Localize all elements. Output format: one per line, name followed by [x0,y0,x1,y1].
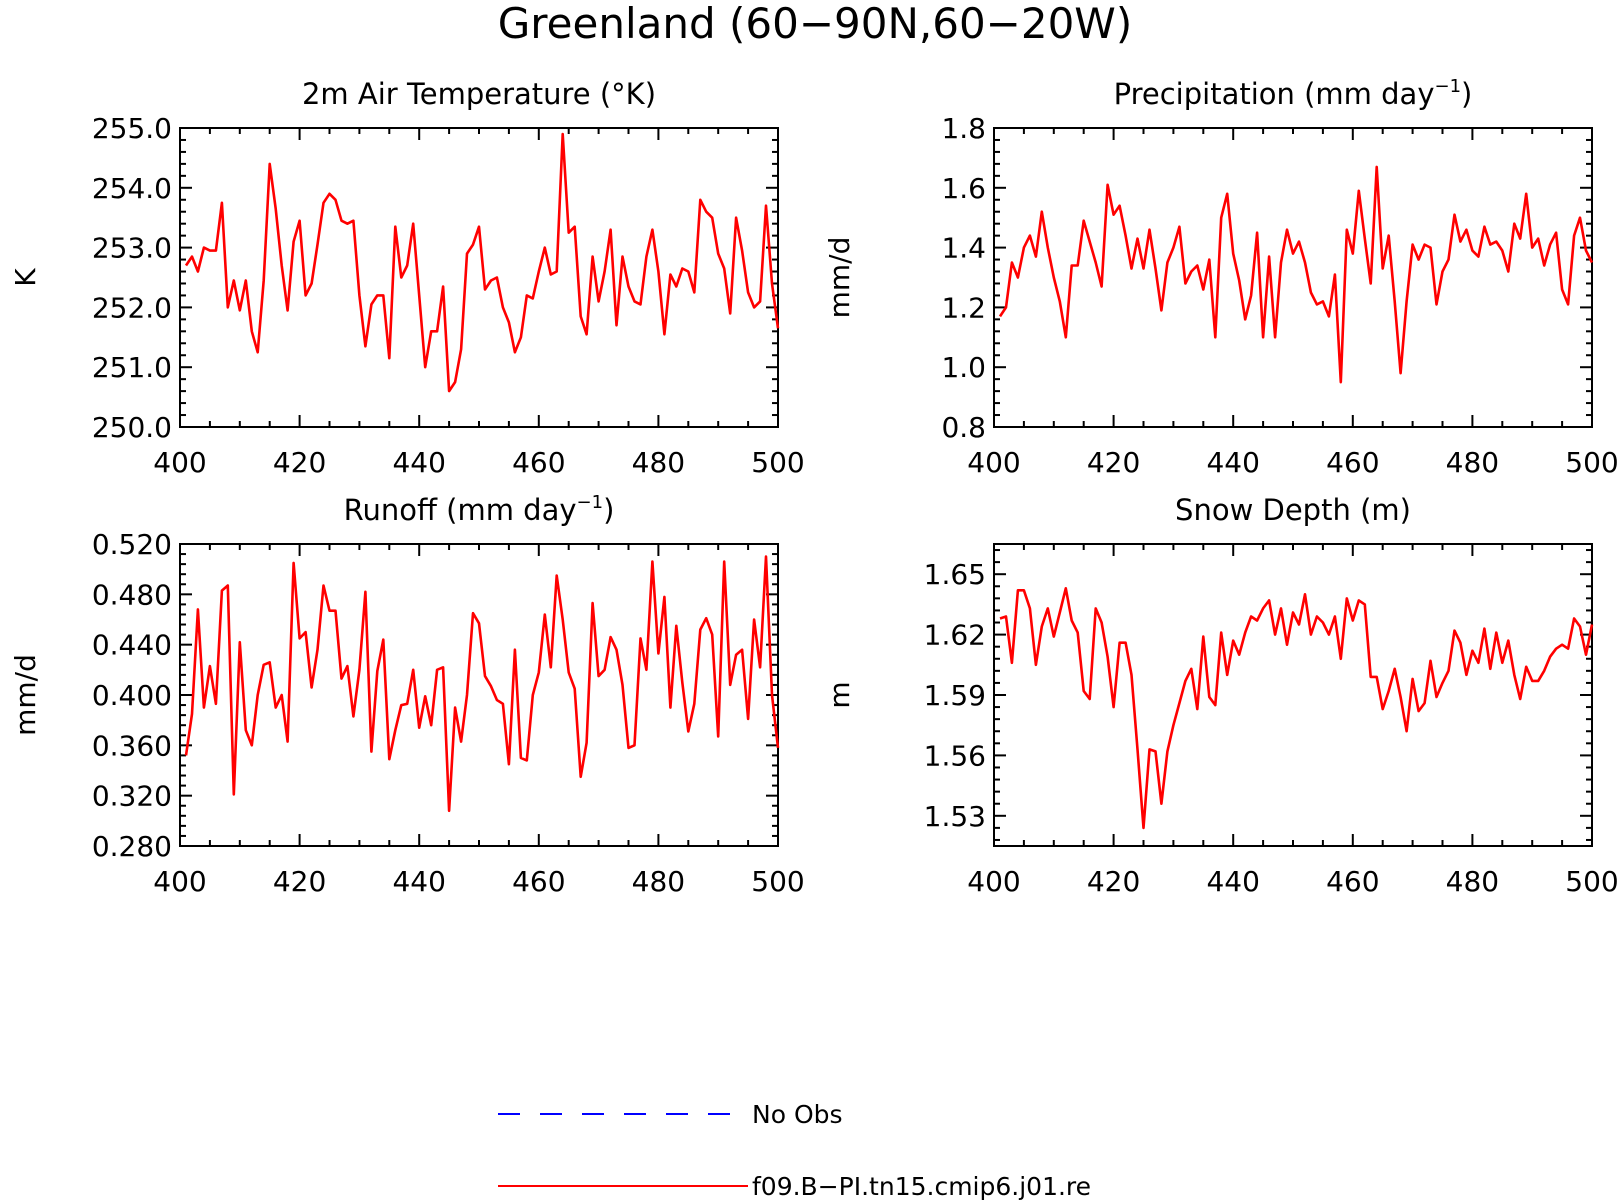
chart-panel-0: 400 420 440 460 480 500 250.0 251.0 252.0 253.0 25… [9,77,805,479]
legend-no-obs-label: No Obs [752,1100,843,1129]
series-line [999,586,1594,830]
x-tick-label: 460 [512,446,565,479]
y-tick-label: 1.62 [924,619,986,652]
x-tick-label: 480 [632,865,685,898]
y-tick-label: 252.0 [92,291,172,324]
y-tick-label: 254.0 [92,172,172,205]
panel-title-suffix: ) [1461,77,1472,111]
y-tick-label: 1.2 [941,291,986,324]
legend: No Obs f09.B−PI.tn15.cmip6.j01.re [498,1100,1091,1201]
y-axis-label: mm/d [9,654,42,736]
x-tick-label: 420 [1087,865,1140,898]
x-tick-label: 500 [1565,446,1618,479]
panel-title-suffix: ) [603,493,614,527]
x-tick-label: 420 [273,446,326,479]
x-tick-label: 420 [273,865,326,898]
x-tick-label: 460 [512,865,565,898]
x-tick-label: 480 [632,446,685,479]
panel-title-text: 2m Air Temperature (°K) [302,77,656,111]
x-tick-label: 460 [1326,446,1379,479]
x-tick-label: 400 [153,446,206,479]
y-axis-label: m [823,681,856,708]
x-tick-label: 440 [392,865,445,898]
y-tick-label: 1.6 [941,172,986,205]
y-tick-label: 0.320 [92,780,172,813]
series-line [184,555,780,813]
y-tick-label: 0.480 [92,578,172,611]
x-tick-label: 440 [392,446,445,479]
x-tick-label: 400 [967,446,1020,479]
chart-panels: 400 420 440 460 480 500 250.0 251.0 252.0 253.0 25… [9,76,1619,898]
y-tick-label: 1.56 [924,739,986,772]
y-tick-label: 250.0 [92,411,172,444]
x-tick-label: 500 [751,446,804,479]
y-tick-label: 0.280 [92,830,172,863]
y-tick-label: 1.59 [924,679,986,712]
x-tick-label: 420 [1087,446,1140,479]
panel-title-text: Snow Depth (m) [1175,493,1411,527]
y-tick-label: 0.400 [92,679,172,712]
x-tick-label: 480 [1446,446,1499,479]
plot-frame [993,127,1593,428]
y-axis-label: K [9,268,42,287]
legend-model-label: f09.B−PI.tn15.cmip6.j01.re [752,1172,1091,1201]
x-tick-label: 500 [751,865,804,898]
chart-panel-3: 400 420 440 460 480 500 1.53 1.56 1.59 1.62 1.65 m S… [823,493,1619,898]
y-axis-label: mm/d [823,237,856,319]
y-tick-label: 0.8 [941,411,986,444]
panel-title-text: Runoff (mm day [344,493,577,527]
y-tick-label: 251.0 [92,351,172,384]
chart-panel-1: 400 420 440 460 480 500 0.8 1.0 1.2 1.4 1.6 1.8 mm/d… [823,76,1619,479]
y-tick-label: 1.53 [924,800,986,833]
x-tick-label: 400 [153,865,206,898]
series-line [184,132,780,393]
y-tick-label: 1.0 [941,351,986,384]
y-tick-label: 1.65 [924,558,986,591]
x-tick-label: 400 [967,865,1020,898]
panel-title-superscript: −1 [577,492,604,513]
x-tick-label: 440 [1206,865,1259,898]
y-tick-label: 1.8 [941,112,986,145]
x-tick-label: 480 [1446,865,1499,898]
y-tick-label: 253.0 [92,232,172,265]
x-tick-label: 460 [1326,865,1379,898]
plot-frame [993,543,1593,847]
plot-frame [179,543,779,847]
x-tick-label: 500 [1565,865,1618,898]
chart-panel-2: 400 420 440 460 480 500 0.280 0.320 0.360 0.400 0.… [9,492,805,898]
y-tick-label: 0.520 [92,528,172,561]
series-line [998,165,1594,384]
y-tick-label: 0.440 [92,629,172,662]
panel-title: Precipitation (mm day−1) [1114,76,1473,111]
y-tick-label: 0.360 [92,729,172,762]
x-tick-label: 440 [1206,446,1259,479]
page-title: Greenland (60−90N,60−20W) [498,0,1132,48]
panel-title-text: Precipitation (mm day [1114,77,1435,111]
panel-title: 2m Air Temperature (°K) [302,77,656,111]
panel-title: Snow Depth (m) [1175,493,1411,527]
panel-title: Runoff (mm day−1) [344,492,615,527]
y-tick-label: 255.0 [92,112,172,145]
y-tick-label: 1.4 [941,232,986,265]
panel-title-superscript: −1 [1434,76,1461,97]
